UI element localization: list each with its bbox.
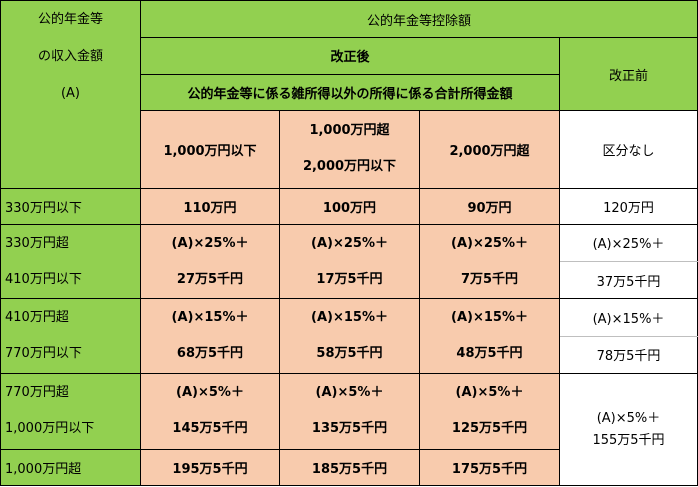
amount-text: 135万5千円 [311, 421, 388, 437]
amount-text: 7万5千円 [460, 271, 519, 287]
before-value-cell: 78万5千円 [558, 335, 698, 375]
income-line2: 410万円以下 [5, 271, 82, 287]
value-cell: 100万円 [279, 187, 420, 225]
formula-text: (A)×15%＋ [171, 310, 249, 326]
amount-text: 17万5千円 [316, 271, 383, 287]
income-line1: 410万円超 [5, 310, 69, 326]
deduction-title: 公的年金等控除額 [139, 0, 698, 39]
formula-text: (A)×5%＋ [455, 385, 524, 401]
income-cell: 330万円以下 [0, 187, 141, 225]
amount-text: 58万5千円 [316, 346, 383, 362]
amount-text: 48万5千円 [456, 346, 523, 362]
value-cell: (A)×5%＋ 135万5千円 [279, 373, 420, 450]
income-header-line3: (A) [60, 86, 81, 101]
value-cell: 175万5千円 [419, 448, 560, 487]
income-cell: 330万円超 410万円以下 [0, 223, 141, 300]
bracket-2000-above: 2,000万円超 [419, 109, 560, 189]
formula-text: (A)×5%＋ [176, 385, 244, 401]
formula-text: (A)×5%＋ [596, 410, 661, 426]
value-cell: 195万5千円 [140, 448, 280, 487]
table-row: 330万円超 410万円以下 (A)×25%＋ 27万5千円 (A)×25%＋ … [0, 223, 698, 300]
income-header-line2: の収入金額 [37, 49, 103, 64]
bracket-1000-2000: 1,000万円超 2,000万円以下 [279, 109, 420, 189]
before-value-cell: 37万5千円 [558, 261, 698, 300]
value-cell: (A)×25%＋ 17万5千円 [279, 223, 420, 300]
value-cell: (A)×25%＋ 27万5千円 [140, 223, 280, 300]
value-cell: (A)×5%＋ 125万5千円 [419, 373, 560, 450]
value-cell: (A)×15%＋ 68万5千円 [140, 298, 280, 374]
formula-text: (A)×15%＋ [311, 310, 388, 326]
amount-text: 27万5千円 [176, 271, 244, 287]
value-cell: 185万5千円 [279, 448, 420, 487]
table-row: 770万円超 1,000万円以下 (A)×5%＋ 145万5千円 (A)×5%＋… [0, 373, 698, 486]
table-row: 410万円超 770万円以下 (A)×15%＋ 68万5千円 (A)×15%＋ … [0, 298, 698, 374]
no-division-cell: 区分なし [558, 109, 698, 189]
before-reform-header: 改正前 [558, 37, 698, 111]
formula-text: (A)×25%＋ [311, 235, 388, 251]
amount-text: 145万5千円 [172, 421, 248, 437]
table-row: 330万円以下 110万円 100万円 90万円 120万円 [0, 187, 698, 225]
value-cell: (A)×5%＋ 145万5千円 [140, 373, 280, 450]
before-value-cell: (A)×25%＋ [558, 223, 698, 263]
income-cell: 1,000万円超 [0, 448, 141, 487]
bracket-1000-below: 1,000万円以下 [140, 109, 280, 189]
formula-text: (A)×5%＋ [315, 385, 384, 401]
income-line1: 330万円超 [5, 235, 69, 251]
amount-text: 155万5千円 [592, 432, 665, 448]
value-cell: (A)×15%＋ 58万5千円 [279, 298, 420, 374]
table-row: 1,000万円超 195万5千円 185万5千円 175万5千円 [0, 448, 698, 487]
other-income-header: 公的年金等に係る雑所得以外の所得に係る合計所得金額 [140, 73, 560, 111]
income-header-line1: 公的年金等 [37, 12, 103, 27]
value-cell: (A)×15%＋ 48万5千円 [419, 298, 560, 374]
before-value-cell: 120万円 [558, 187, 698, 225]
formula-text: (A)×25%＋ [451, 235, 528, 251]
amount-text: 68万5千円 [176, 346, 244, 362]
value-cell: 110万円 [140, 187, 280, 225]
income-line2: 770万円以下 [5, 346, 82, 362]
value-cell: 90万円 [419, 187, 560, 225]
income-cell: 770万円超 1,000万円以下 [0, 373, 141, 450]
after-reform-header: 改正後 [140, 37, 560, 75]
value-cell: (A)×25%＋ 7万5千円 [419, 223, 560, 300]
before-value-cell: (A)×5%＋ 155万5千円 [558, 373, 698, 486]
income-column-header: 公的年金等 の収入金額 (A) [0, 0, 141, 189]
amount-text: 125万5千円 [451, 421, 528, 437]
income-cell: 410万円超 770万円以下 [0, 298, 141, 374]
income-line2: 1,000万円以下 [5, 421, 95, 437]
formula-text: (A)×25%＋ [171, 235, 249, 251]
before-value-cell: (A)×15%＋ [558, 298, 698, 337]
bracket-2-line2: 2,000万円以下 [302, 159, 397, 175]
formula-text: (A)×15%＋ [451, 310, 528, 326]
bracket-2-line1: 1,000万円超 [309, 123, 390, 139]
income-line1: 770万円超 [5, 385, 69, 401]
